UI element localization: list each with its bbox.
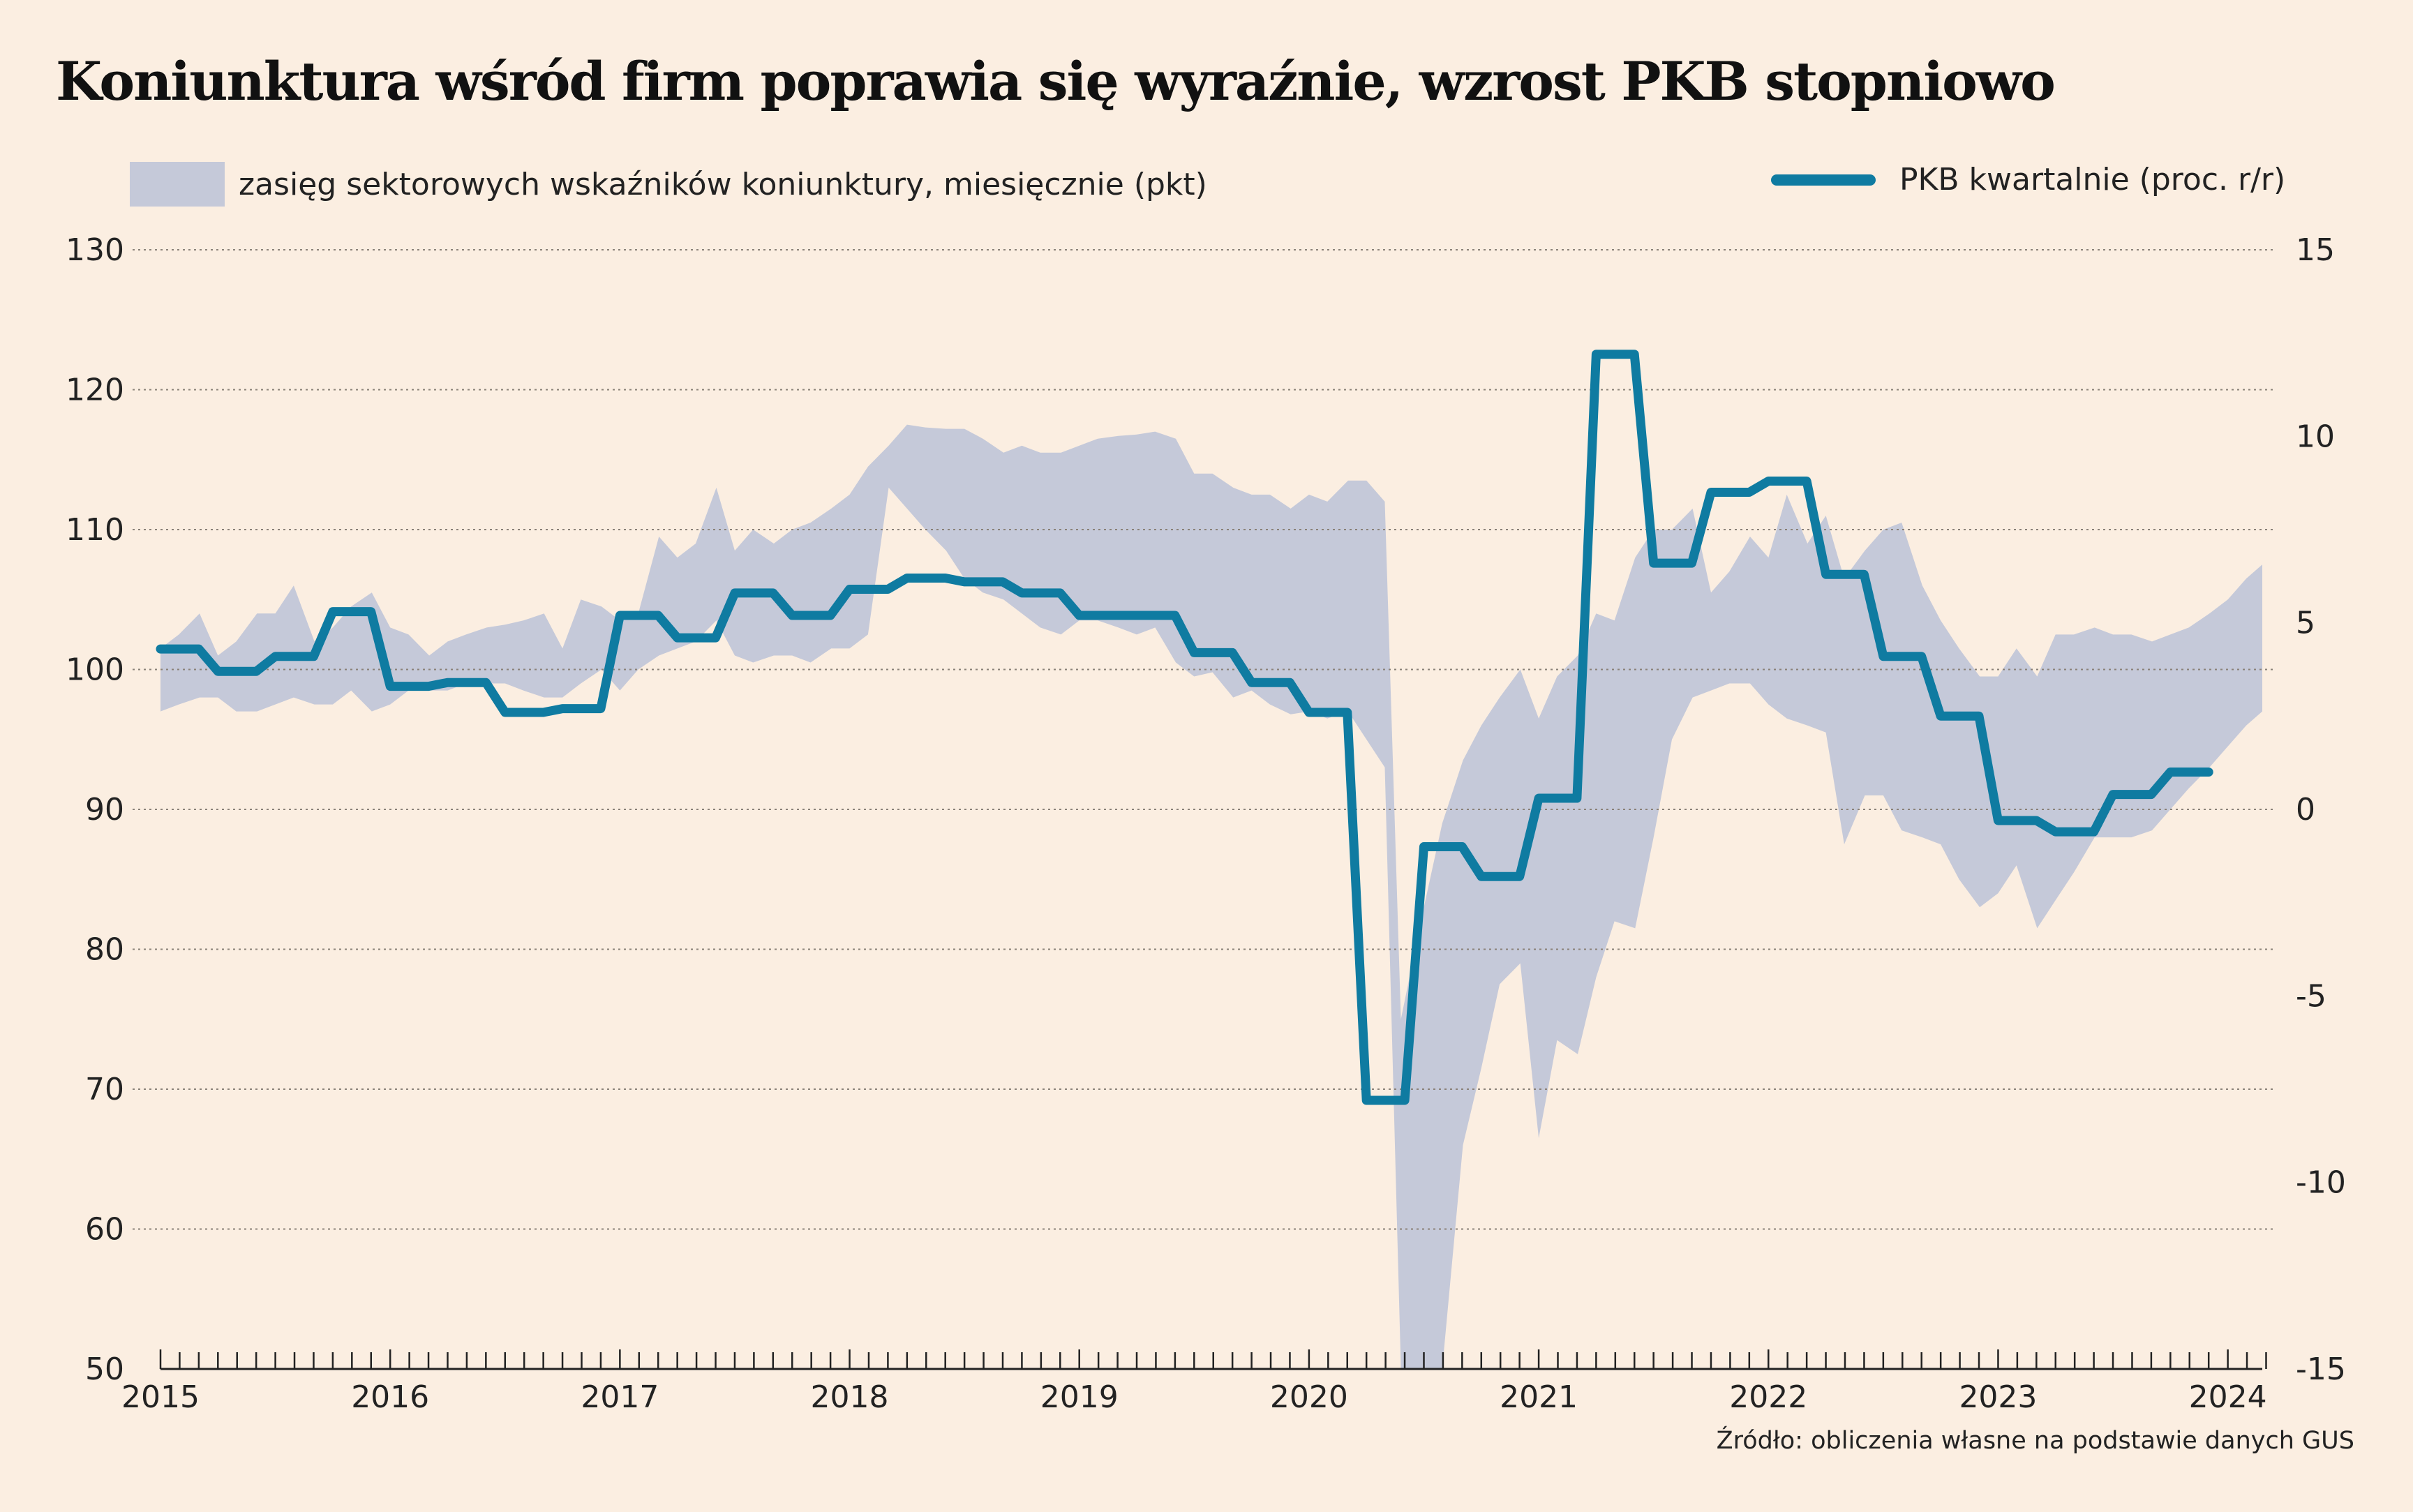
legend-band: zasięg sektorowych wskaźników koniunktur… (130, 162, 1207, 207)
y-right-tick-label: -5 (2296, 978, 2326, 1014)
y-right-tick-label: 0 (2296, 792, 2315, 828)
y-right-tick-label: 15 (2296, 232, 2335, 268)
y-right-tick-label: 10 (2296, 419, 2335, 454)
x-year-label: 2020 (1270, 1379, 1348, 1415)
chart-title: Koniunktura wśród firm poprawia się wyra… (56, 50, 2056, 112)
legend-line-swatch (1771, 174, 1876, 186)
legend-line-label: PKB kwartalnie (proc. r/r) (1899, 162, 2286, 197)
y-left-tick-label: 130 (66, 232, 124, 268)
y-left-tick-label: 60 (85, 1212, 124, 1248)
y-right-tick-label: 5 (2296, 606, 2315, 641)
gdp-line (156, 350, 2213, 1105)
x-year-label: 2022 (1729, 1379, 1807, 1415)
y-right-tick-label: -15 (2296, 1352, 2346, 1387)
y-left-tick-label: 80 (85, 932, 124, 968)
y-left-tick-label: 70 (85, 1072, 124, 1107)
legend-line: PKB kwartalnie (proc. r/r) (1771, 162, 2285, 197)
legend-band-swatch (130, 162, 225, 207)
y-left-tick-label: 120 (66, 373, 124, 408)
x-year-label: 2021 (1500, 1379, 1578, 1415)
y-left-tick-label: 90 (85, 792, 124, 828)
x-year-label: 2015 (121, 1379, 200, 1415)
y-left-tick-label: 50 (85, 1352, 124, 1387)
x-year-label: 2023 (1959, 1379, 2037, 1415)
legend-band-label: zasięg sektorowych wskaźników koniunktur… (239, 166, 1207, 202)
y-left-tick-label: 100 (66, 652, 124, 688)
x-year-label: 2019 (1040, 1379, 1119, 1415)
y-left-tick-label: 110 (66, 512, 124, 548)
x-year-label: 2016 (351, 1379, 429, 1415)
koniunktura-range-band (160, 424, 2262, 1369)
x-year-label: 2017 (581, 1379, 659, 1415)
y-right-tick-label: -10 (2296, 1165, 2346, 1201)
source-note: Źródło: obliczenia własne na podstawie d… (1716, 1427, 2354, 1455)
x-year-label: 2018 (811, 1379, 889, 1415)
x-year-label: 2024 (2189, 1379, 2267, 1415)
